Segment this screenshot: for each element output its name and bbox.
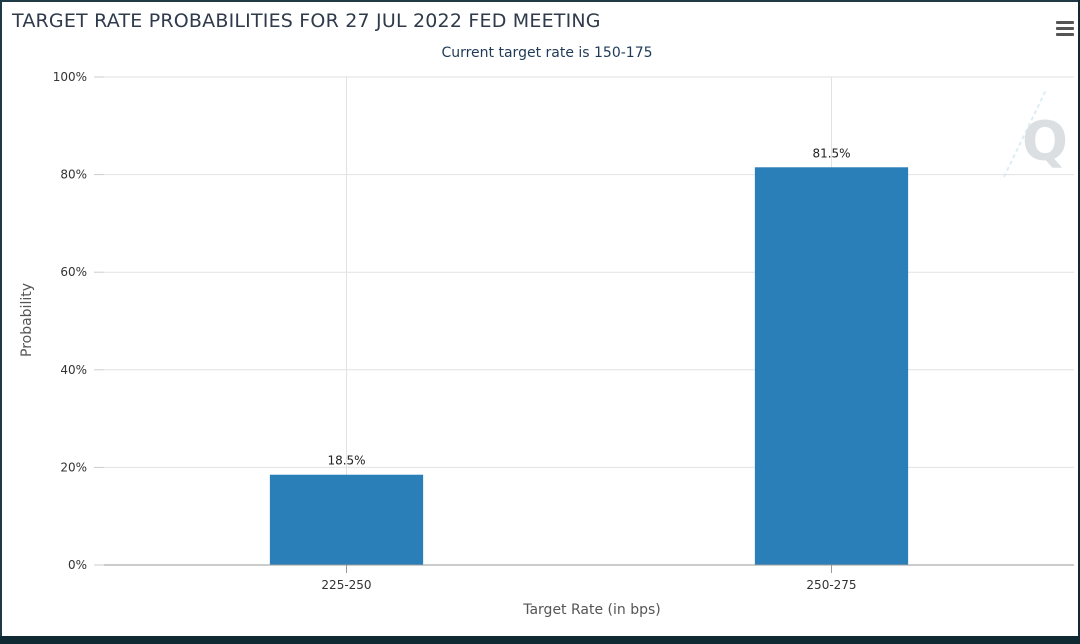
svg-text:Q: Q	[1022, 110, 1068, 173]
menu-line	[1056, 27, 1074, 30]
bars	[269, 167, 909, 565]
y-tick-label: 0%	[68, 558, 87, 572]
q-logo-watermark: Q	[1003, 89, 1068, 178]
menu-line	[1056, 33, 1074, 36]
y-tick-label: 60%	[60, 265, 87, 279]
data-label: 81.5%	[812, 146, 850, 160]
hamburger-menu-icon[interactable]	[1054, 19, 1076, 39]
y-tick-label: 100%	[53, 70, 87, 84]
y-tick-label: 20%	[60, 460, 87, 474]
data-label: 18.5%	[327, 454, 365, 468]
bar-225-250[interactable]	[269, 474, 424, 565]
x-tick-label: 250-275	[806, 578, 856, 592]
gridlines	[104, 76, 1074, 565]
chart-title: TARGET RATE PROBABILITIES FOR 27 JUL 202…	[12, 10, 601, 32]
y-axis-title: Probability	[19, 283, 35, 357]
bottom-bar	[0, 636, 1080, 644]
chart-subtitle: Current target rate is 150-175	[441, 45, 653, 61]
x-axis-title: Target Rate (in bps)	[522, 602, 661, 618]
x-axis-ticks: 225-250 250-275	[321, 565, 857, 592]
bar-250-275[interactable]	[754, 167, 909, 565]
y-tick-label: 80%	[60, 168, 87, 182]
y-axis-ticks: 0% 20% 40% 60% 80% 100%	[53, 70, 104, 572]
x-tick-label: 225-250	[321, 578, 371, 592]
menu-line	[1056, 21, 1074, 24]
y-tick-label: 40%	[60, 363, 87, 377]
data-labels: 18.5% 81.5%	[327, 146, 850, 467]
